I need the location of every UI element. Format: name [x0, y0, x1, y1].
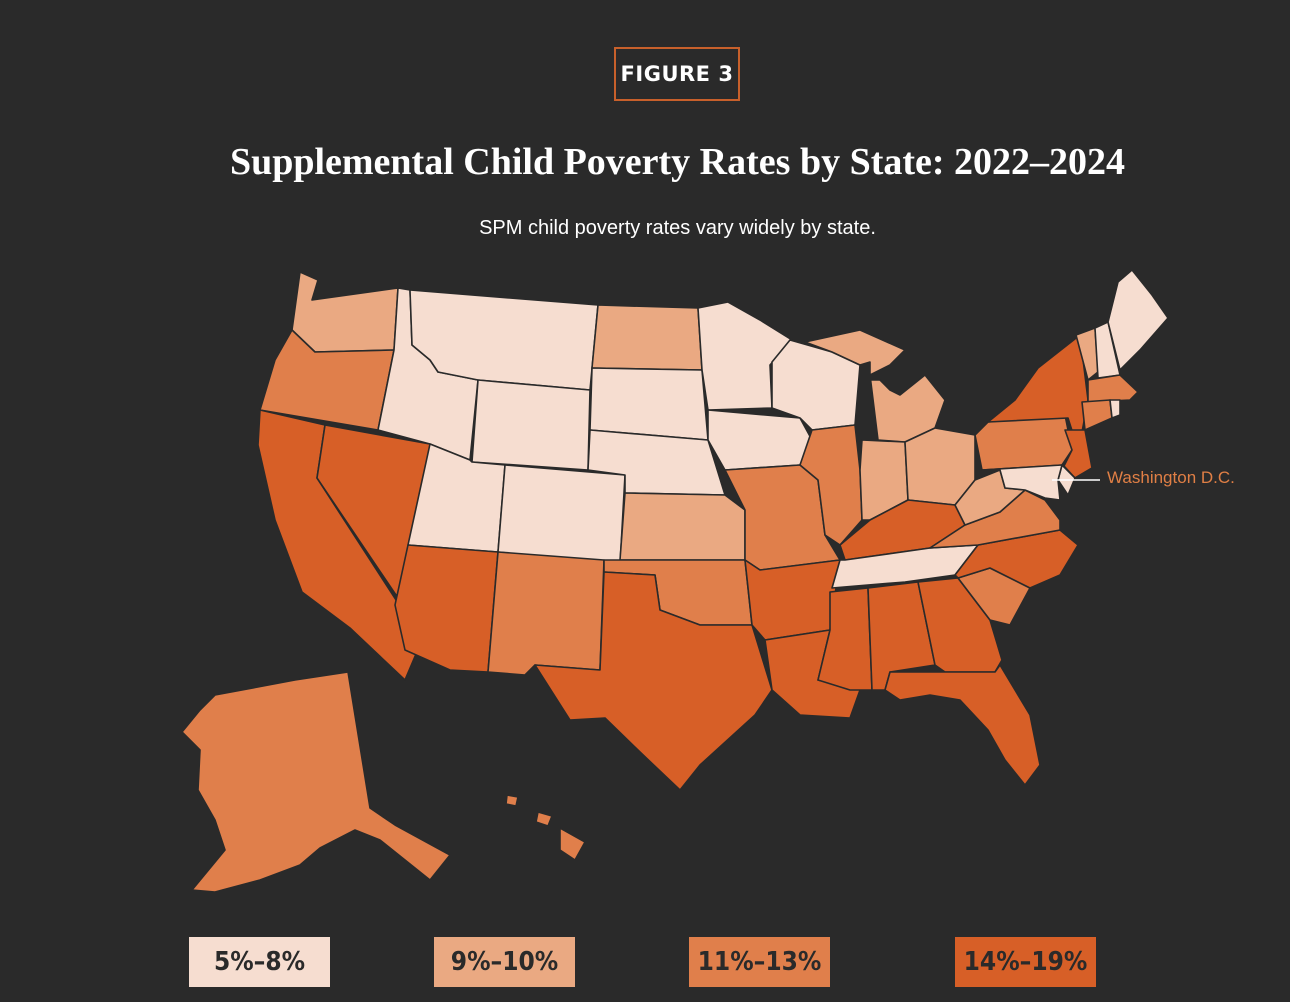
legend-label: 11%–13% — [697, 947, 822, 977]
state-MA — [1087, 374, 1139, 403]
state-FL — [884, 664, 1041, 786]
state-SD — [589, 367, 709, 441]
state-ME — [1107, 269, 1169, 371]
state-RI — [1109, 399, 1121, 419]
legend-item-3: 11%–13% — [689, 937, 830, 987]
state-HI-maui — [535, 811, 553, 827]
state-AR — [744, 559, 841, 641]
legend-label: 9%–10% — [450, 947, 559, 977]
state-IA — [707, 409, 813, 471]
legend-item-2: 9%–10% — [434, 937, 575, 987]
dc-annotation: Washington D.C. — [1107, 468, 1235, 487]
legend-item-1: 5%–8% — [189, 937, 330, 987]
legend-item-4: 14%–19% — [955, 937, 1096, 987]
state-HI — [559, 827, 586, 861]
state-TX — [534, 571, 773, 791]
state-WY — [471, 379, 591, 471]
state-AZ — [394, 544, 499, 673]
legend-label: 14%–19% — [963, 947, 1088, 977]
chart-title: Supplemental Child Poverty Rates by Stat… — [229, 141, 1126, 183]
state-HI-oahu — [505, 794, 519, 807]
state-ND — [591, 304, 703, 371]
state-WA — [291, 271, 399, 353]
state-AK — [181, 671, 451, 893]
state-NM — [487, 551, 605, 676]
state-MN — [697, 301, 793, 411]
chart-subtitle: SPM child poverty rates vary widely by s… — [479, 217, 876, 239]
legend-label: 5%–8% — [213, 947, 306, 977]
state-CT — [1081, 399, 1113, 431]
state-MI — [804, 329, 946, 443]
state-KS — [619, 492, 746, 561]
state-MD — [981, 464, 1063, 501]
state-CO — [497, 464, 626, 566]
figure-label: FIGURE 3 — [614, 47, 740, 101]
state-PA — [974, 414, 1073, 471]
